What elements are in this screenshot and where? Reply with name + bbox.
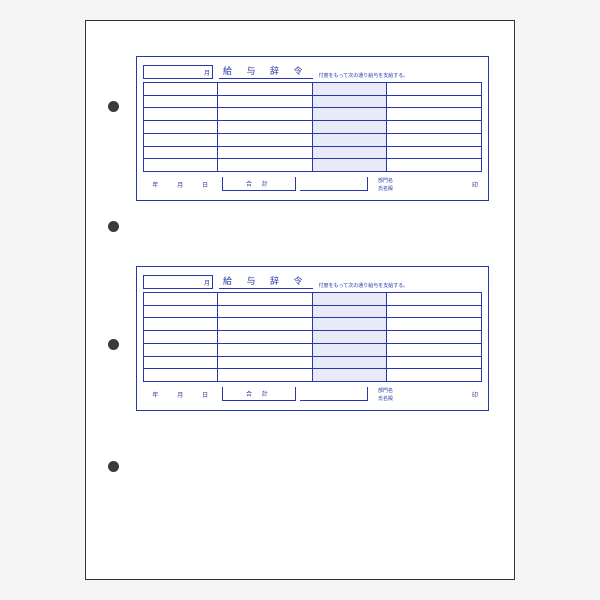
slip-note: 付度をもって次の通り給与を支給する。: [319, 72, 482, 79]
dept-name-block: 部門名 氏名殿: [372, 387, 448, 402]
year-label: 年: [152, 180, 158, 189]
salary-slip: 月 給 与 辞 令 付度をもって次の通り給与を支給する。 年 月 日 合 計: [136, 56, 489, 201]
slip-grid: [143, 292, 482, 382]
seal-label: 印: [452, 180, 482, 189]
slip-title-box: 給 与 辞 令: [219, 271, 313, 289]
month-label: 月: [177, 180, 183, 189]
day-label: 日: [202, 390, 208, 399]
punch-hole: [108, 461, 119, 472]
punch-hole: [108, 101, 119, 112]
total-label: 合 計: [246, 389, 272, 398]
form-page: 月 給 与 辞 令 付度をもって次の通り給与を支給する。 年 月 日 合 計: [85, 20, 515, 580]
slip-header: 月 給 与 辞 令 付度をもって次の通り給与を支給する。: [143, 271, 482, 289]
total-label: 合 計: [246, 179, 272, 188]
salary-slip: 月 給 与 辞 令 付度をもって次の通り給与を支給する。 年 月 日 合 計: [136, 266, 489, 411]
total-amount-cell: [300, 387, 368, 401]
slip-grid: [143, 82, 482, 172]
slip-title: 給 与 辞 令: [219, 274, 313, 289]
punch-hole: [108, 339, 119, 350]
name-label: 氏名殿: [378, 395, 448, 402]
period-box: 月: [143, 275, 213, 289]
period-box: 月: [143, 65, 213, 79]
total-amount-cell: [300, 177, 368, 191]
period-label: 月: [204, 278, 210, 287]
slip-note: 付度をもって次の通り給与を支給する。: [319, 282, 482, 289]
year-label: 年: [152, 390, 158, 399]
dept-label: 部門名: [378, 177, 448, 184]
dept-name-block: 部門名 氏名殿: [372, 177, 448, 192]
day-label: 日: [202, 180, 208, 189]
date-block: 年 月 日: [143, 180, 218, 189]
period-label: 月: [204, 68, 210, 77]
slip-header: 月 給 与 辞 令 付度をもって次の通り給与を支給する。: [143, 61, 482, 79]
slip-title-box: 給 与 辞 令: [219, 61, 313, 79]
punch-hole: [108, 221, 119, 232]
slip-footer: 年 月 日 合 計 部門名 氏名殿 印: [143, 172, 482, 196]
total-label-cell: 合 計: [222, 387, 297, 401]
slip-title: 給 与 辞 令: [219, 64, 313, 79]
dept-label: 部門名: [378, 387, 448, 394]
total-label-cell: 合 計: [222, 177, 297, 191]
seal-label: 印: [452, 390, 482, 399]
month-label: 月: [177, 390, 183, 399]
name-label: 氏名殿: [378, 185, 448, 192]
date-block: 年 月 日: [143, 390, 218, 399]
slip-footer: 年 月 日 合 計 部門名 氏名殿 印: [143, 382, 482, 406]
